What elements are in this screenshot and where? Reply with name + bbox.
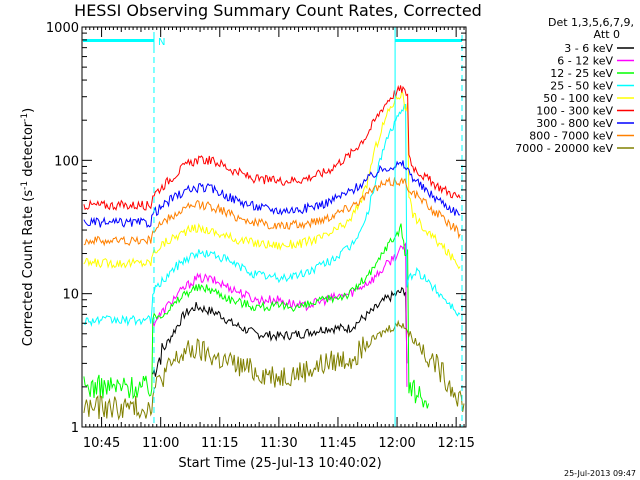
y-tick-label: 10 — [62, 288, 79, 303]
y-tick-label: 100 — [54, 154, 79, 169]
legend-label: 12 - 25 keV — [550, 67, 613, 80]
legend-header-detectors: Det 1,3,5,6,7,9, — [548, 16, 634, 29]
y-label-part3: ) — [21, 108, 36, 113]
y-label-sup2: -1 — [20, 113, 30, 122]
legend-label: 100 - 300 keV — [536, 105, 613, 118]
chart-title: HESSI Observing Summary Count Rates, Cor… — [74, 1, 482, 20]
y-axis-label: Corrected Count Rate (s-1 detector-1) — [20, 108, 36, 346]
plot-timestamp: 25-Jul-2013 09:47 — [564, 469, 636, 478]
x-tick-label: 12:00 — [378, 436, 415, 451]
series-line-6 — [83, 160, 461, 229]
legend-label: 7000 - 20000 keV — [515, 142, 613, 155]
legend-header-attenuator: Att 0 — [594, 28, 620, 41]
y-tick-label: 1 — [71, 421, 79, 436]
night-bar-left — [83, 39, 154, 42]
series-layer — [83, 84, 465, 421]
series-line-5 — [83, 84, 461, 211]
plot-frame — [81, 26, 467, 428]
legend-label: 300 - 800 keV — [536, 117, 613, 130]
legend-label: 6 - 12 keV — [557, 55, 613, 68]
series-line-8 — [83, 319, 465, 421]
night-bar-right — [395, 39, 462, 42]
x-axis-label: Start Time (25-Jul-13 10:40:02) — [178, 456, 381, 471]
series-line-7 — [83, 176, 461, 247]
series-line-2 — [83, 223, 430, 409]
y-tick-label: 1000 — [46, 21, 79, 36]
y-label-part1: Corrected Count Rate (s — [21, 190, 36, 347]
axis-ticks: 1000 100 10 1 10:45 11:00 11:15 11:30 11:45 12:00… — [46, 21, 475, 451]
y-label-part2: detector — [21, 121, 36, 181]
x-tick-label: 11:00 — [142, 436, 179, 451]
series-line-1 — [152, 242, 408, 387]
series-line-4 — [83, 89, 461, 270]
y-label-sup1: -1 — [20, 181, 30, 190]
x-tick-label: 10:45 — [83, 436, 120, 451]
x-tick-label: 11:15 — [201, 436, 238, 451]
legend-label: 25 - 50 keV — [550, 80, 613, 93]
series-line-0 — [152, 286, 408, 377]
legend-label: 50 - 100 keV — [543, 92, 613, 105]
night-label: N — [158, 37, 165, 48]
legend-label: 800 - 7000 keV — [529, 130, 613, 143]
x-tick-label: 12:15 — [437, 436, 474, 451]
x-tick-label: 11:45 — [319, 436, 356, 451]
series-line-3 — [83, 103, 461, 328]
x-tick-label: 11:30 — [260, 436, 297, 451]
legend-label: 3 - 6 keV — [564, 42, 613, 55]
night-overlay: N — [83, 27, 463, 427]
